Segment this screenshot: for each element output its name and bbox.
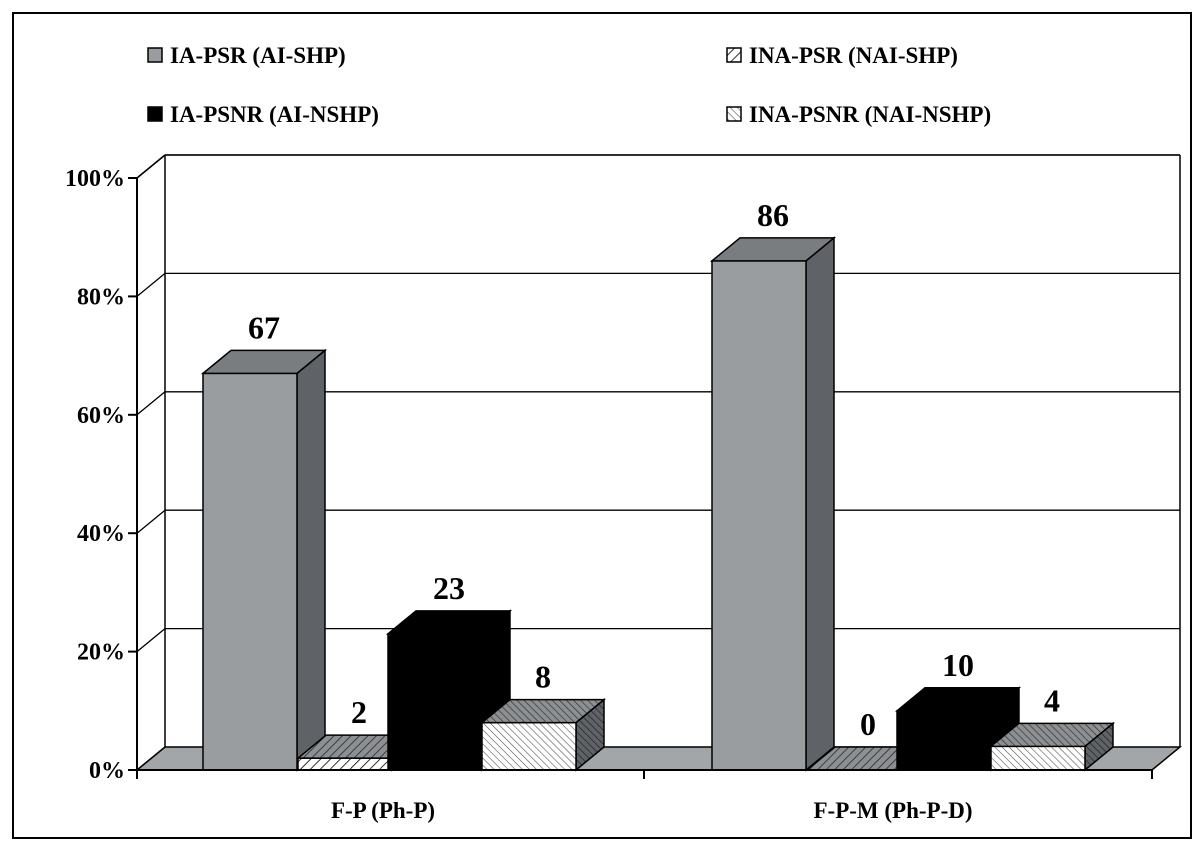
legend-label-2: IA-PSNR (AI-NSHP) bbox=[170, 102, 379, 127]
bar-front bbox=[897, 711, 991, 770]
bar bbox=[203, 350, 325, 770]
bar-side bbox=[297, 350, 325, 770]
data-label: 86 bbox=[757, 197, 789, 233]
bars bbox=[203, 238, 1113, 770]
y-tick-depth bbox=[137, 273, 165, 296]
bar bbox=[712, 238, 834, 770]
legend-label-3: INA-PSNR (NAI-NSHP) bbox=[749, 102, 991, 127]
data-label: 23 bbox=[433, 570, 465, 606]
legend-swatch-2 bbox=[148, 107, 162, 121]
legend-label-1: INA-PSR (NAI-SHP) bbox=[749, 43, 958, 68]
legend-item-1: INA-PSR (NAI-SHP) bbox=[727, 43, 958, 68]
data-label: 4 bbox=[1044, 682, 1060, 718]
bar-front bbox=[712, 261, 806, 770]
legend-item-2: IA-PSNR (AI-NSHP) bbox=[148, 102, 379, 127]
y-tick-depth bbox=[137, 392, 165, 415]
y-axis-ticks: 0% 20% 40% 60% 80% 100% bbox=[65, 155, 165, 784]
y-tick-label: 20% bbox=[77, 640, 125, 666]
y-tick-label: 0% bbox=[89, 758, 125, 784]
bar bbox=[482, 700, 604, 770]
legend: IA-PSR (AI-SHP) INA-PSR (NAI-SHP) IA-PSN… bbox=[148, 43, 991, 127]
x-category-label: F-P-M (Ph-P-D) bbox=[813, 798, 972, 823]
legend-swatch-3 bbox=[727, 107, 741, 121]
data-labels: 67 2 23 8 86 0 10 4 bbox=[248, 197, 1060, 742]
legend-label-0: IA-PSR (AI-SHP) bbox=[170, 43, 346, 68]
bar bbox=[991, 723, 1113, 770]
y-tick-label: 80% bbox=[77, 284, 125, 310]
bar-front bbox=[388, 634, 482, 770]
bar-front bbox=[482, 723, 576, 770]
bar-front bbox=[298, 758, 392, 770]
legend-item-3: INA-PSNR (NAI-NSHP) bbox=[727, 102, 991, 127]
y-tick-label: 100% bbox=[65, 166, 125, 192]
legend-swatch-0 bbox=[148, 48, 162, 62]
y-tick-label: 60% bbox=[77, 403, 125, 429]
y-tick-depth bbox=[137, 155, 165, 178]
x-category-label: F-P (Ph-P) bbox=[331, 798, 435, 823]
data-label: 8 bbox=[535, 659, 551, 695]
y-tick-label: 40% bbox=[77, 521, 125, 547]
data-label: 2 bbox=[351, 694, 367, 730]
data-label: 10 bbox=[942, 647, 974, 683]
data-label: 67 bbox=[248, 309, 280, 345]
bar-front bbox=[203, 373, 297, 770]
y-tick-depth bbox=[137, 629, 165, 652]
legend-item-0: IA-PSR (AI-SHP) bbox=[148, 43, 346, 68]
bar-front bbox=[991, 746, 1085, 770]
bar-side bbox=[806, 238, 834, 770]
x-axis-categories: F-P (Ph-P) F-P-M (Ph-P-D) bbox=[137, 770, 1152, 823]
data-label: 0 bbox=[860, 706, 876, 742]
legend-swatch-1 bbox=[727, 48, 741, 62]
y-tick-depth bbox=[137, 510, 165, 533]
